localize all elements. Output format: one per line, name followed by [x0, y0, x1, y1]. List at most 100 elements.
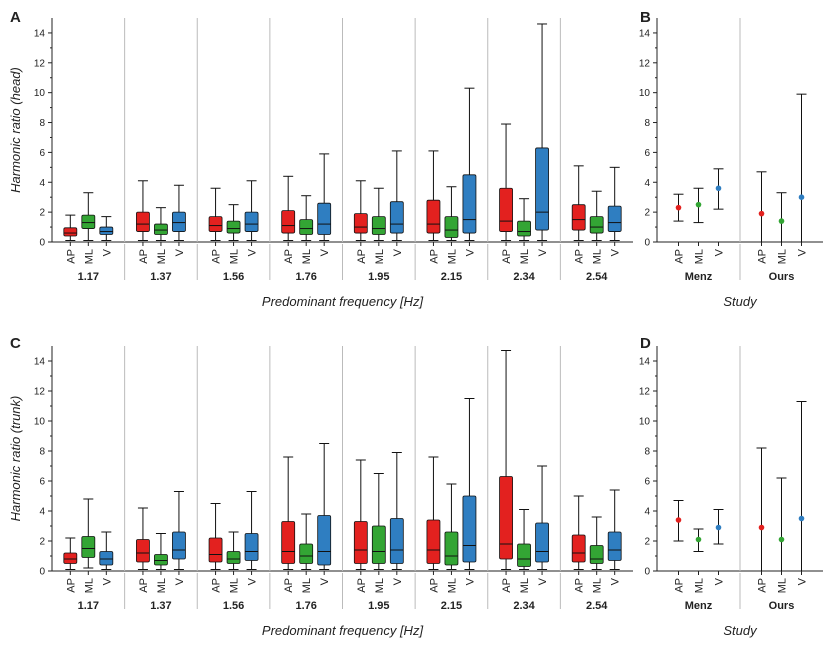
x-tick-label: AP [211, 249, 223, 264]
box-ML [517, 543, 531, 567]
y-tick-label: 10 [639, 417, 651, 428]
y-tick-label: 4 [644, 178, 650, 189]
box-ML [371, 525, 386, 564]
x-tick-label: V [101, 577, 113, 585]
y-tick-label: 14 [639, 28, 651, 39]
box-AP [63, 227, 78, 237]
x-tick-label: AP [428, 249, 440, 264]
x-tick-label: AP [138, 578, 150, 593]
x-tick-label: ML [694, 578, 706, 593]
x-tick-label: AP [356, 249, 368, 264]
y-tick-label: 12 [639, 387, 651, 398]
x-tick-label: ML [777, 578, 789, 593]
x-tick-label: V [174, 577, 186, 585]
y-tick-label: 6 [39, 477, 45, 488]
x-tick-label: AP [283, 578, 295, 593]
y-tick-label: 8 [39, 118, 45, 129]
box-ML [81, 214, 96, 229]
box-ML [517, 220, 531, 237]
point-AP [758, 524, 765, 531]
x-tick-label: V [714, 577, 726, 585]
box-AP [499, 476, 513, 560]
group-label: 1.76 [295, 600, 316, 612]
panel-letter-B: B [640, 9, 651, 26]
box-AP [281, 210, 296, 234]
box-V [99, 551, 114, 566]
group-label: 1.17 [78, 271, 99, 283]
group-label: 1.95 [368, 271, 389, 283]
box-V [389, 518, 404, 564]
x-tick-label: ML [374, 578, 386, 593]
x-tick-label: AP [211, 578, 223, 593]
group-label: 1.37 [150, 600, 171, 612]
x-tick-label: AP [574, 249, 586, 264]
box-V [244, 533, 259, 561]
group-label: 1.56 [223, 600, 244, 612]
group-label: 2.54 [586, 271, 608, 283]
box-AP [426, 519, 441, 564]
y-tick-label: 12 [639, 58, 651, 69]
box-AP [571, 204, 586, 231]
point-AP [758, 210, 765, 217]
panel-C: C 0 2 4 6 8 10 12 14 Harmonic ratio (trunk) AP ML V 1… [8, 335, 633, 638]
box-ML [154, 223, 168, 235]
x-tick-label: AP [757, 578, 769, 593]
y-tick-label: 14 [639, 357, 651, 368]
group-label: 1.56 [223, 271, 244, 283]
point-V [715, 524, 722, 531]
x-tick-label: ML [229, 578, 241, 593]
x-tick-label: AP [283, 249, 295, 264]
x-tick-label: AP [428, 578, 440, 593]
box-ML [371, 216, 386, 235]
x-tick-label: V [537, 248, 549, 256]
point-AP [675, 204, 682, 211]
group-label: 2.54 [586, 600, 608, 612]
panel-D: D 0 2 4 6 8 10 12 14 AP ML V Menz AP ML V Ours Study [639, 335, 823, 638]
y-axis-title: Harmonic ratio (head) [8, 67, 23, 193]
y-tick-label: 10 [639, 88, 651, 99]
group-label: Ours [769, 600, 795, 612]
y-tick-label: 12 [34, 387, 46, 398]
y-tick-label: 4 [644, 507, 650, 518]
box-V [607, 531, 622, 561]
x-tick-label: ML [156, 249, 168, 264]
y-tick-label: 0 [39, 567, 45, 578]
point-V [798, 194, 805, 200]
box-V [99, 226, 114, 235]
point-ML [695, 201, 702, 208]
x-tick-label: AP [674, 249, 686, 264]
x-tick-label: V [797, 248, 809, 256]
group-label: 2.34 [513, 600, 535, 612]
x-tick-label: V [392, 577, 404, 585]
box-V [317, 202, 332, 235]
box-ML [444, 216, 459, 238]
x-tick-label: V [247, 577, 259, 585]
box-ML [589, 216, 604, 234]
y-tick-label: 2 [39, 537, 45, 548]
x-axis-title: Study [723, 623, 758, 638]
x-tick-label: V [714, 248, 726, 256]
y-tick-label: 0 [39, 238, 45, 249]
y-axis-title: Harmonic ratio (trunk) [8, 396, 23, 522]
box-AP [136, 539, 150, 563]
group-label: 1.76 [295, 271, 316, 283]
x-tick-label: AP [501, 249, 513, 264]
y-tick-label: 10 [34, 88, 46, 99]
x-tick-label: ML [446, 578, 458, 593]
x-tick-label: V [247, 248, 259, 256]
box-V [389, 201, 404, 234]
box-AP [426, 199, 441, 234]
x-tick-label: ML [519, 249, 531, 264]
x-tick-label: AP [65, 578, 77, 593]
box-V [535, 522, 549, 563]
point-ML [695, 536, 702, 543]
y-tick-label: 8 [644, 447, 650, 458]
x-tick-label: ML [229, 249, 241, 264]
group-label: 2.15 [441, 271, 462, 283]
y-tick-label: 0 [644, 238, 650, 249]
y-tick-label: 10 [34, 417, 46, 428]
x-tick-label: ML [519, 578, 531, 593]
box-V [317, 515, 332, 566]
x-tick-label: AP [574, 578, 586, 593]
group-label: 1.17 [78, 600, 99, 612]
